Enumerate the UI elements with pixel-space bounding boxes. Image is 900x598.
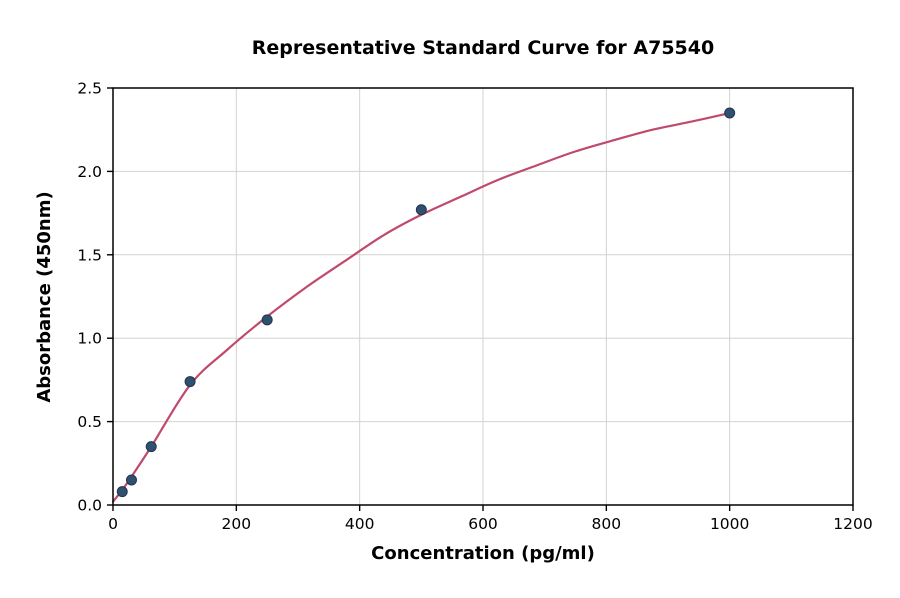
plot-area: 0 200 400 600 800 1000 1200 0.0 0.5 1.0 1.5 2.0 2.5 bbox=[77, 80, 872, 534]
chart-title: Representative Standard Curve for A75540 bbox=[252, 37, 714, 59]
y-tick-label: 0.5 bbox=[77, 413, 102, 431]
x-tick-label: 600 bbox=[468, 515, 498, 533]
data-point bbox=[116, 486, 128, 498]
data-point bbox=[261, 314, 273, 326]
x-tick-label: 0 bbox=[108, 515, 118, 533]
x-tick-label: 800 bbox=[592, 515, 622, 533]
x-tick-label: 400 bbox=[345, 515, 375, 533]
x-tick-label: 1000 bbox=[710, 515, 749, 533]
y-tick-label: 2.5 bbox=[77, 80, 102, 98]
data-point bbox=[724, 107, 736, 119]
data-point bbox=[145, 441, 157, 453]
data-point bbox=[415, 204, 427, 216]
y-tick-label: 1.0 bbox=[77, 330, 102, 348]
x-tick-label: 1200 bbox=[833, 515, 872, 533]
y-axis-label: Absorbance (450nm) bbox=[34, 191, 55, 402]
plot-border bbox=[112, 87, 854, 506]
y-tick-label: 2.0 bbox=[77, 163, 102, 181]
data-point bbox=[184, 376, 196, 388]
x-tick-label: 200 bbox=[222, 515, 252, 533]
data-point bbox=[126, 474, 137, 486]
x-axis-label: Concentration (pg/ml) bbox=[371, 543, 595, 564]
y-tick-label: 1.5 bbox=[77, 246, 102, 264]
y-tick-label: 0.0 bbox=[77, 497, 102, 515]
